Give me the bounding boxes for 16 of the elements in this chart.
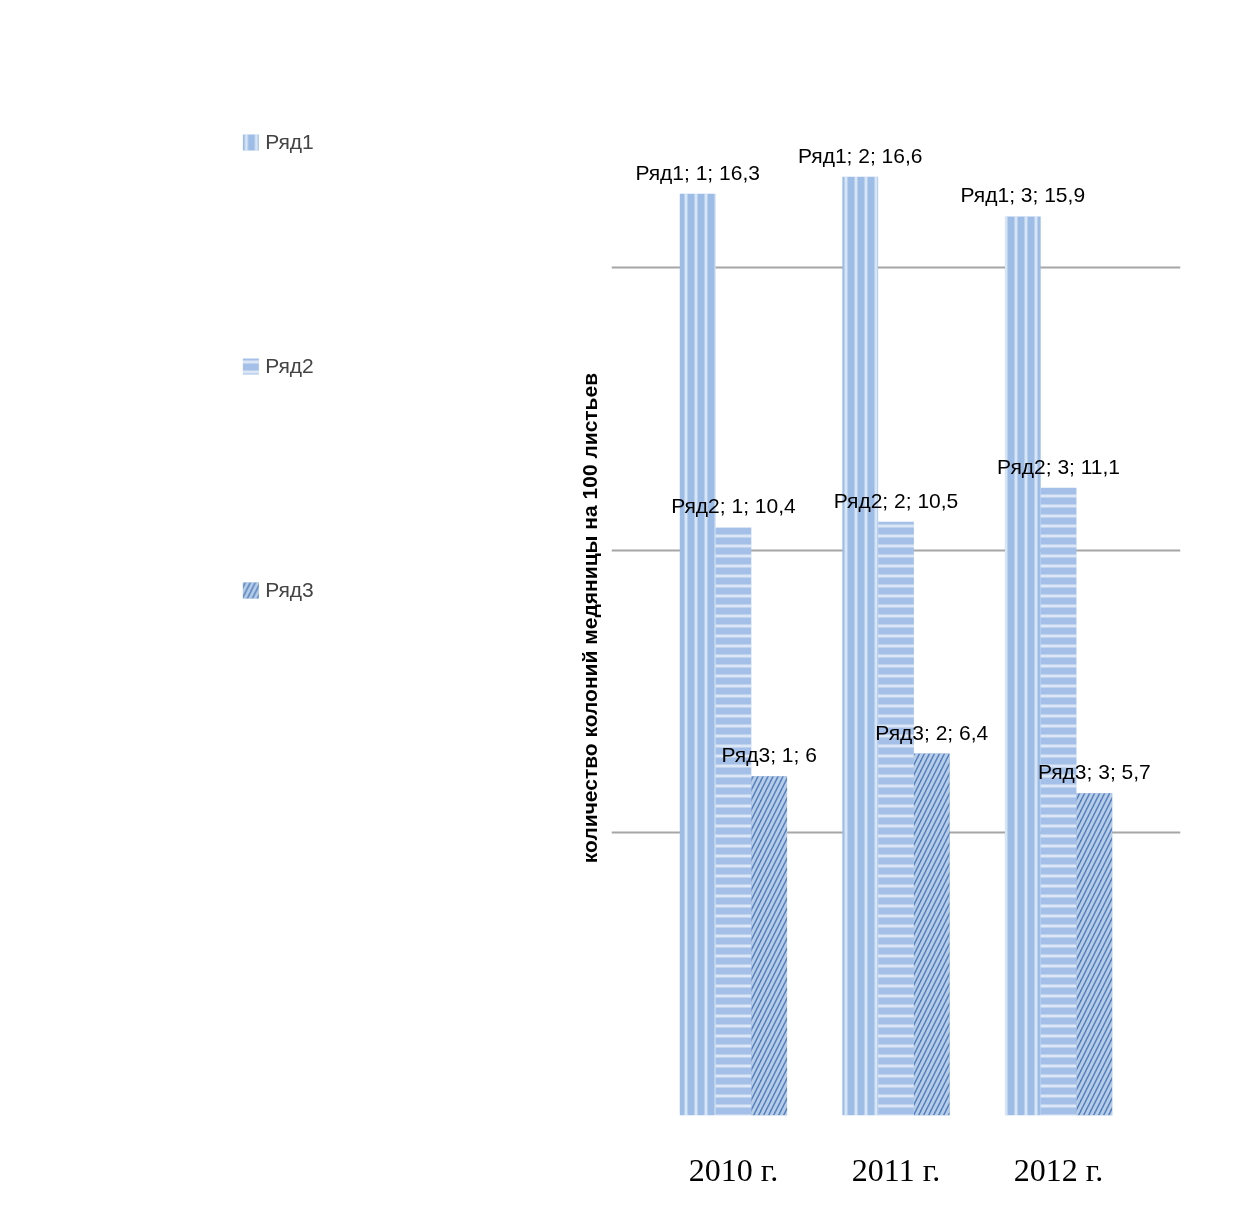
data-label: Ряд3; 3; 5,7 [1037, 760, 1151, 784]
data-label: Ряд1; 2; 16,6 [797, 143, 923, 167]
x-tick-label: 2011 г. [851, 1151, 941, 1188]
x-tick-label: 2012 г. [1013, 1151, 1104, 1188]
legend-label: Ряд3 [265, 578, 314, 602]
data-label: Ряд2; 2; 10,5 [833, 488, 959, 512]
legend-label: Ряд1 [265, 130, 314, 154]
data-label: Ряд3; 1; 6 [721, 743, 817, 767]
data-label: Ряд1; 1; 16,3 [635, 160, 760, 184]
data-label: Ряд1; 3; 15,9 [960, 183, 1086, 207]
x-tick-label: 2010 г. [688, 1151, 779, 1188]
data-label: Ряд2; 1; 10,4 [671, 494, 796, 518]
y-axis-title: количество колоний медяницы на 100 листьев [577, 372, 601, 864]
data-label: Ряд2; 3; 11,1 [997, 454, 1121, 478]
legend-label: Ряд2 [265, 354, 314, 378]
data-label: Ряд3; 2; 6,4 [875, 720, 989, 744]
